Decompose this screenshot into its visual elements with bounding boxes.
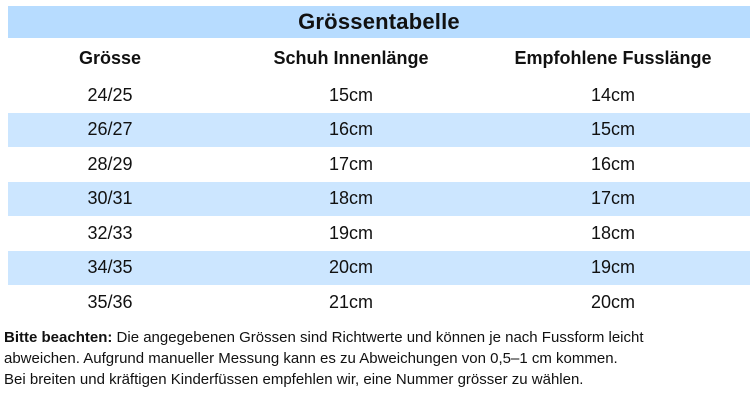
sizing-note: Bitte beachten: Die angegebenen Grössen …: [4, 327, 748, 390]
foot-length-cell: 14cm: [590, 84, 635, 105]
sizing-note-label: Bitte beachten:: [4, 329, 113, 346]
inner-length-cell: 15cm: [328, 84, 373, 105]
column-header-inner-length: Schuh Innenlänge: [273, 47, 429, 68]
table-row: 30/31 18cm 17cm: [8, 181, 750, 216]
table-row: 34/35 20cm 19cm: [8, 250, 750, 285]
size-chart: Grössentabelle Grösse Schuh Innenlänge E…: [8, 6, 750, 320]
size-cell: 30/31: [87, 188, 133, 209]
foot-length-cell: 16cm: [590, 153, 635, 174]
table-row: 35/36 21cm 20cm: [8, 285, 750, 320]
sizing-note-line-3: Bei breiten und kräftigen Kinderfüssen e…: [4, 371, 584, 388]
size-cell: 35/36: [87, 291, 133, 312]
sizing-note-line-1: Bitte beachten: Die angegebenen Grössen …: [4, 327, 748, 348]
sizing-note-text-1: Die angegebenen Grössen sind Richtwerte …: [112, 329, 644, 346]
column-header-size: Grösse: [78, 47, 142, 68]
inner-length-cell: 18cm: [328, 188, 373, 209]
table-row: 24/25 15cm 14cm: [8, 78, 750, 113]
table-row: 32/33 19cm 18cm: [8, 216, 750, 251]
foot-length-cell: 19cm: [590, 257, 635, 278]
column-header-foot-length: Empfohlene Fusslänge: [514, 47, 712, 68]
size-cell: 28/29: [87, 153, 133, 174]
size-cell: 24/25: [87, 84, 133, 105]
inner-length-cell: 21cm: [328, 291, 373, 312]
size-chart-title: Grössentabelle: [8, 6, 750, 38]
size-cell: 32/33: [87, 222, 133, 243]
sizing-note-line-2: abweichen. Aufgrund manueller Messung ka…: [4, 350, 618, 367]
foot-length-cell: 15cm: [590, 119, 635, 140]
table-row: 28/29 17cm 16cm: [8, 147, 750, 182]
foot-length-cell: 17cm: [590, 188, 635, 209]
table-row: 26/27 16cm 15cm: [8, 112, 750, 147]
inner-length-cell: 19cm: [328, 222, 373, 243]
size-cell: 34/35: [87, 257, 133, 278]
foot-length-cell: 18cm: [590, 222, 635, 243]
inner-length-cell: 17cm: [328, 153, 373, 174]
table-header-row: Grösse Schuh Innenlänge Empfohlene Fussl…: [8, 38, 750, 78]
foot-length-cell: 20cm: [590, 291, 635, 312]
size-table: Grösse Schuh Innenlänge Empfohlene Fussl…: [8, 38, 750, 320]
size-cell: 26/27: [87, 119, 133, 140]
inner-length-cell: 16cm: [328, 119, 373, 140]
inner-length-cell: 20cm: [328, 257, 373, 278]
